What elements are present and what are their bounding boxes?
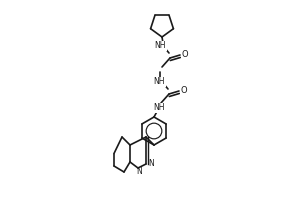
Text: NH: NH [153, 77, 165, 86]
Text: O: O [181, 86, 187, 95]
Text: NH: NH [154, 42, 166, 50]
Text: O: O [182, 50, 188, 59]
Text: N: N [136, 168, 142, 176]
Text: N: N [148, 158, 154, 168]
Text: NH: NH [153, 104, 165, 112]
